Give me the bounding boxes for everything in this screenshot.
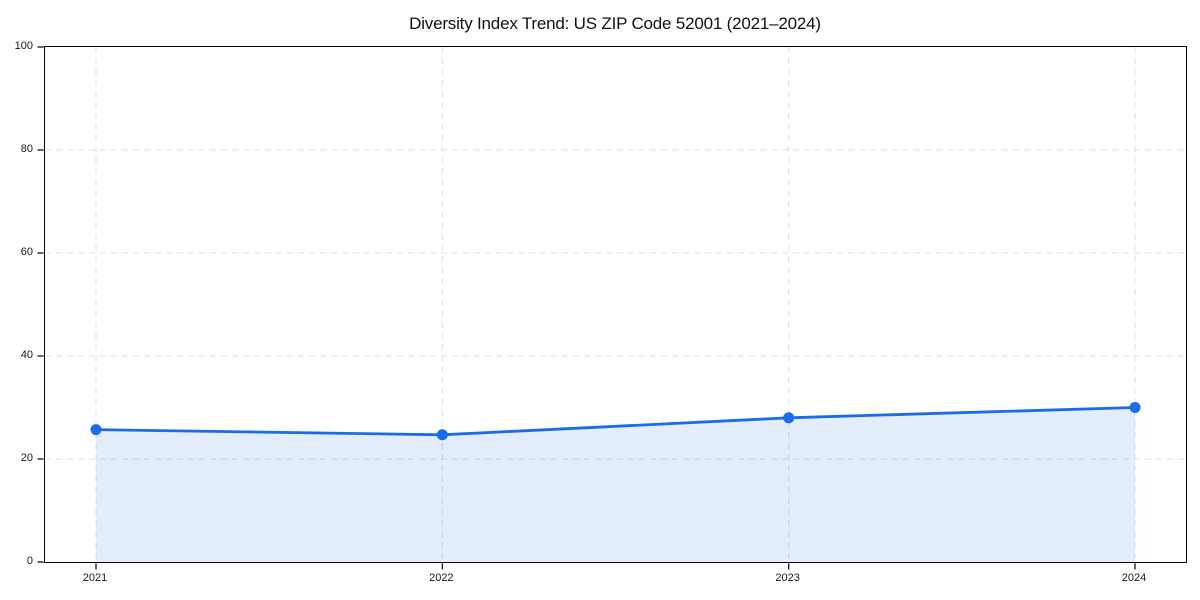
data-point-2022 xyxy=(436,429,448,441)
y-tick-label: 100 xyxy=(14,40,33,52)
y-tick-label: 0 xyxy=(26,555,33,567)
x-tick-label: 2021 xyxy=(82,572,108,584)
y-tick-label: 20 xyxy=(20,452,33,464)
chart-title: Diversity Index Trend: US ZIP Code 52001… xyxy=(409,14,821,33)
data-point-2024 xyxy=(1129,402,1141,413)
area-fill xyxy=(96,407,1135,562)
data-point-2021 xyxy=(90,424,102,436)
plot-area xyxy=(37,46,1187,570)
x-tick-label: 2023 xyxy=(775,572,800,584)
y-tick-label: 40 xyxy=(20,349,33,361)
x-tick-label: 2024 xyxy=(1121,572,1147,584)
x-tick-label: 2022 xyxy=(429,572,454,584)
y-tick-label: 60 xyxy=(20,246,33,258)
y-tick-label: 80 xyxy=(20,143,33,155)
trend-line xyxy=(94,406,1137,437)
line-area-plot xyxy=(37,46,1186,570)
data-point-2023 xyxy=(783,412,795,424)
